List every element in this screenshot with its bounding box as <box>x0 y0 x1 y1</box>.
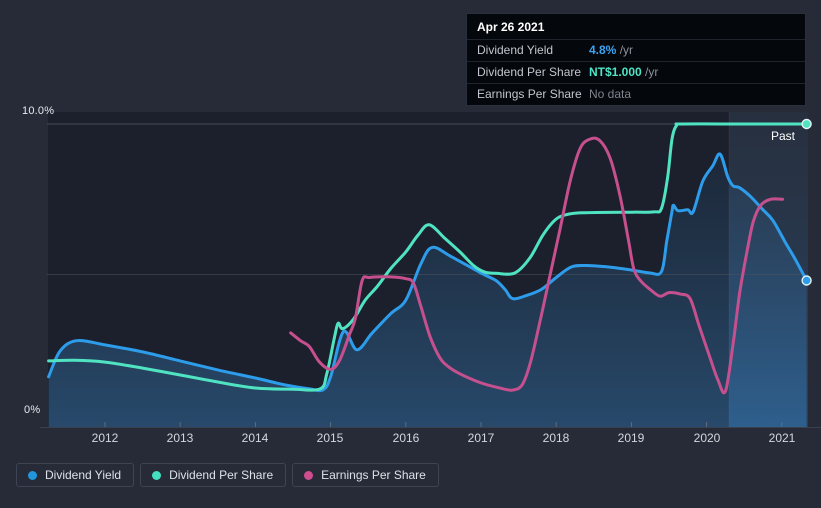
legend-item-dividend-yield[interactable]: Dividend Yield <box>16 463 135 487</box>
legend-dot-pink-icon <box>304 470 314 480</box>
tooltip-label: Dividend Per Share <box>477 65 582 79</box>
chart-tooltip: Apr 26 2021 Dividend Yield 4.8% /yr Divi… <box>466 13 806 106</box>
x-axis-label-2019: 2019 <box>617 431 645 445</box>
series-line-earnings-per-share[interactable] <box>289 136 785 395</box>
chart-legend: Dividend Yield Dividend Per Share Earnin… <box>16 463 439 487</box>
series-line-dividend-per-share[interactable] <box>47 122 809 392</box>
tooltip-value: NT$1.000 /yr <box>589 65 659 79</box>
series-end-dot-dividend-per-share[interactable] <box>801 118 812 130</box>
tooltip-row-dividend-yield: Dividend Yield 4.8% /yr <box>467 40 805 62</box>
x-axis-label-2012: 2012 <box>91 431 119 445</box>
x-axis-label-2021: 2021 <box>768 431 796 445</box>
series-end-dot-dividend-yield[interactable] <box>801 275 812 286</box>
x-axis-label-2018: 2018 <box>542 431 570 445</box>
tooltip-label: Dividend Yield <box>477 43 554 57</box>
tooltip-row-dividend-per-share: Dividend Per Share NT$1.000 /yr <box>467 62 805 84</box>
series-line-dividend-yield[interactable] <box>47 152 809 393</box>
tooltip-row-earnings-per-share: Earnings Per Share No data <box>467 84 805 105</box>
tooltip-label: Earnings Per Share <box>477 87 582 101</box>
x-axis-label-2015: 2015 <box>316 431 344 445</box>
legend-dot-teal-icon <box>152 470 162 480</box>
x-axis-label-2016: 2016 <box>392 431 420 445</box>
x-axis-label-2020: 2020 <box>693 431 721 445</box>
legend-item-dividend-per-share[interactable]: Dividend Per Share <box>140 463 287 487</box>
x-axis-label-2014: 2014 <box>241 431 269 445</box>
dividend-yield-area-fill <box>48 153 807 428</box>
tooltip-date: Apr 26 2021 <box>467 14 805 40</box>
legend-label: Earnings Per Share <box>321 468 426 482</box>
x-axis-label-2013: 2013 <box>166 431 194 445</box>
tooltip-unit: /yr <box>641 65 659 79</box>
x-axis-label-2017: 2017 <box>467 431 495 445</box>
y-axis-min-label: 0% <box>24 404 41 416</box>
legend-item-earnings-per-share[interactable]: Earnings Per Share <box>292 463 439 487</box>
legend-label: Dividend Per Share <box>169 468 274 482</box>
tooltip-unit: /yr <box>616 43 634 57</box>
y-axis-max-label: 10.0% <box>22 105 55 117</box>
tooltip-value: No data <box>589 87 632 101</box>
tooltip-value: 4.8% /yr <box>589 43 634 57</box>
legend-label: Dividend Yield <box>45 468 122 482</box>
legend-dot-blue-icon <box>28 470 37 480</box>
past-region-label: Past <box>771 129 796 143</box>
